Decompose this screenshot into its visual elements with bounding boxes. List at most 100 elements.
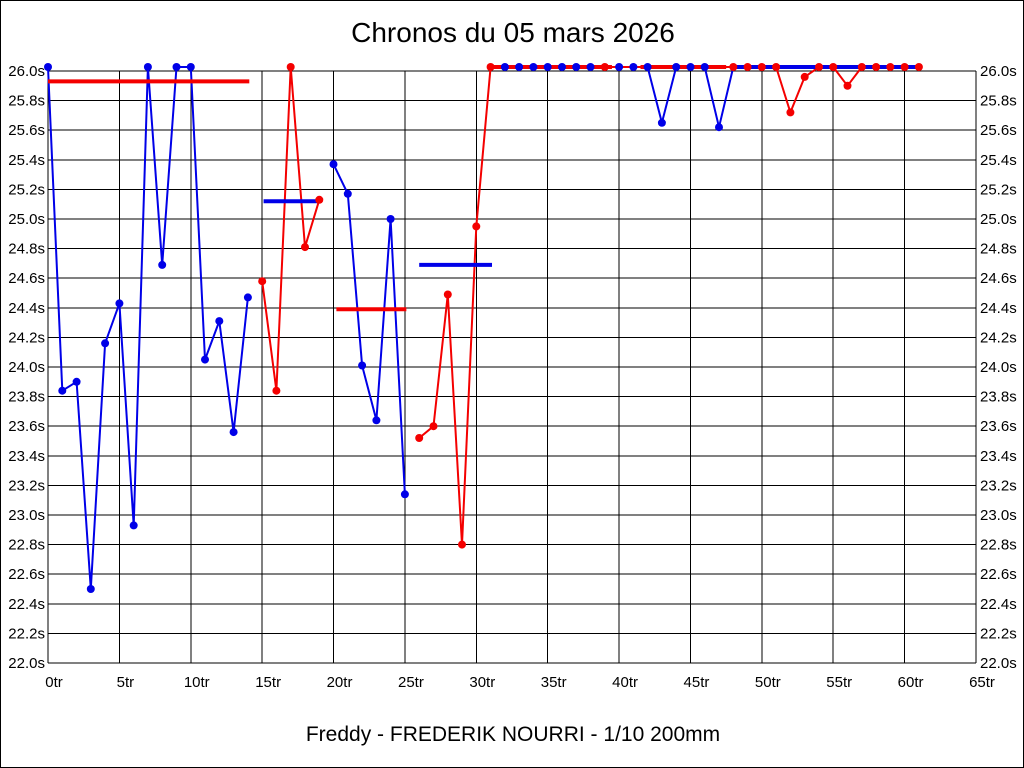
y-axis-label-left: 24.4s [8, 300, 45, 317]
y-axis-label-left: 24.0s [8, 359, 45, 376]
dot-red-stint-2-lap-49 [743, 63, 752, 71]
y-axis-label-left: 22.6s [8, 566, 45, 583]
dot-red-stint-2-lap-28 [443, 290, 452, 299]
dot-blue-stint-3-lap-33 [515, 63, 524, 71]
y-axis-label-left: 23.4s [8, 448, 45, 465]
y-axis-label-right: 24.8s [980, 241, 1017, 258]
dot-red-stint-2-lap-55 [829, 63, 838, 71]
dot-blue-stint-3-lap-44 [672, 63, 681, 71]
x-axis-label: 30tr [469, 674, 495, 691]
y-axis-label-left: 24.2s [8, 329, 45, 346]
y-axis-label-right: 22.6s [980, 566, 1017, 583]
series-red-stint-1 [261, 66, 321, 392]
y-axis-label-left: 26.0s [8, 63, 45, 80]
dot-blue-stint-2-lap-23 [372, 416, 381, 425]
y-axis-label-left: 25.4s [8, 152, 45, 169]
dot-blue-stint-2-lap-24 [386, 215, 395, 223]
y-axis-label-left: 23.8s [8, 389, 45, 406]
dot-red-stint-2-lap-39 [600, 63, 609, 71]
grid [47, 70, 977, 664]
dot-red-stint-2-lap-61 [914, 63, 923, 71]
dot-red-stint-1-lap-17 [286, 63, 295, 71]
series-blue-stint-2 [332, 163, 406, 495]
dot-red-stint-2-lap-58 [872, 63, 881, 71]
dot-blue-stint-1-lap-10 [186, 63, 195, 71]
y-axis-label-right: 24.4s [980, 300, 1017, 317]
dot-red-stint-1-lap-16 [272, 386, 281, 395]
dot-red-stint-2-lap-31 [486, 63, 495, 71]
dot-blue-stint-2-lap-25 [400, 490, 409, 499]
series-blue-stint-1 [47, 66, 249, 590]
dot-red-stint-2-lap-51 [772, 63, 781, 71]
axis-labels: 26.0s 25.8s 25.6s 25.4s 25.2s 25.0s 24.8s 24.6s… [8, 63, 1016, 691]
x-axis-label: 40tr [612, 674, 638, 691]
dot-red-stint-2-lap-60 [900, 63, 909, 71]
dot-blue-stint-3-lap-38 [586, 63, 595, 71]
dot-blue-stint-1-lap-1 [58, 386, 67, 395]
dot-blue-stint-3-lap-35 [543, 63, 552, 71]
x-axis-label: 15tr [255, 674, 281, 691]
dot-red-stint-2-lap-50 [757, 63, 766, 71]
dot-red-stint-2-lap-59 [886, 63, 895, 71]
y-axis-label-right: 23.2s [980, 477, 1017, 494]
dot-red-stint-2-lap-29 [458, 540, 466, 549]
y-axis-label-left: 24.6s [8, 270, 45, 287]
y-axis-label-left: 22.8s [8, 537, 45, 554]
x-axis-label: 60tr [898, 674, 924, 691]
y-axis-label-left: 25.2s [8, 181, 45, 198]
y-axis-label-left: 25.6s [8, 122, 45, 139]
y-axis-label-right: 22.8s [980, 537, 1017, 554]
dot-red-stint-2-lap-30 [472, 222, 481, 231]
dot-red-stint-2-lap-27 [429, 422, 438, 431]
y-axis-label-left: 23.2s [8, 477, 45, 494]
y-axis-label-left: 22.2s [8, 625, 45, 642]
y-axis-label-left: 24.8s [8, 241, 45, 258]
y-axis-label-left: 25.8s [8, 93, 45, 110]
dot-blue-stint-3-lap-36 [558, 63, 566, 71]
dot-red-stint-1-lap-15 [258, 277, 267, 286]
y-axis-label-right: 23.6s [980, 418, 1017, 435]
dot-blue-stint-2-lap-22 [358, 361, 367, 370]
y-axis-label-right: 22.4s [980, 596, 1017, 613]
dot-red-stint-2-lap-48 [729, 63, 738, 71]
dot-blue-stint-3-lap-45 [686, 63, 695, 71]
y-axis-label-right: 24.6s [980, 270, 1017, 287]
y-axis-label-right: 22.2s [980, 625, 1017, 642]
dot-blue-stint-3-lap-47 [715, 123, 723, 132]
dot-blue-stint-3-lap-40 [615, 63, 624, 71]
x-axis-label: 25tr [398, 674, 424, 691]
dot-blue-stint-3-lap-42 [643, 63, 652, 71]
y-axis-label-left: 25.0s [8, 211, 45, 228]
dot-blue-stint-1-lap-7 [143, 63, 152, 71]
x-axis-label: 50tr [755, 674, 781, 691]
dot-blue-stint-2-lap-21 [343, 189, 352, 198]
dot-blue-stint-1-lap-9 [172, 63, 181, 71]
x-axis-label: 5tr [117, 674, 135, 691]
x-axis-label: 35tr [541, 674, 567, 691]
y-axis-label-right: 25.8s [980, 93, 1017, 110]
dot-blue-stint-3-lap-34 [529, 63, 538, 71]
dot-red-stint-1-lap-18 [301, 243, 309, 252]
dot-red-stint-2-lap-52 [786, 108, 795, 117]
dot-blue-stint-1-lap-0 [44, 63, 52, 71]
series-dots [44, 63, 923, 593]
dot-blue-stint-3-lap-37 [572, 63, 581, 71]
dot-red-stint-2-lap-56 [843, 81, 852, 90]
x-axis-label: 0tr [45, 674, 63, 691]
x-axis-label: 45tr [684, 674, 710, 691]
dot-blue-stint-1-lap-5 [115, 299, 124, 308]
dot-blue-stint-1-lap-11 [201, 355, 209, 364]
y-axis-label-left: 22.4s [8, 596, 45, 613]
dot-blue-stint-1-lap-3 [86, 585, 95, 593]
y-axis-label-right: 25.0s [980, 211, 1017, 228]
y-axis-label-right: 23.0s [980, 507, 1017, 524]
x-axis-label: 65tr [969, 674, 995, 691]
y-axis-label-right: 23.4s [980, 448, 1017, 465]
dot-blue-stint-1-lap-4 [101, 339, 110, 348]
dot-blue-stint-1-lap-6 [129, 521, 138, 530]
dot-blue-stint-1-lap-2 [72, 377, 81, 386]
dot-blue-stint-1-lap-13 [229, 428, 238, 437]
dot-red-stint-1-lap-19 [315, 195, 324, 204]
